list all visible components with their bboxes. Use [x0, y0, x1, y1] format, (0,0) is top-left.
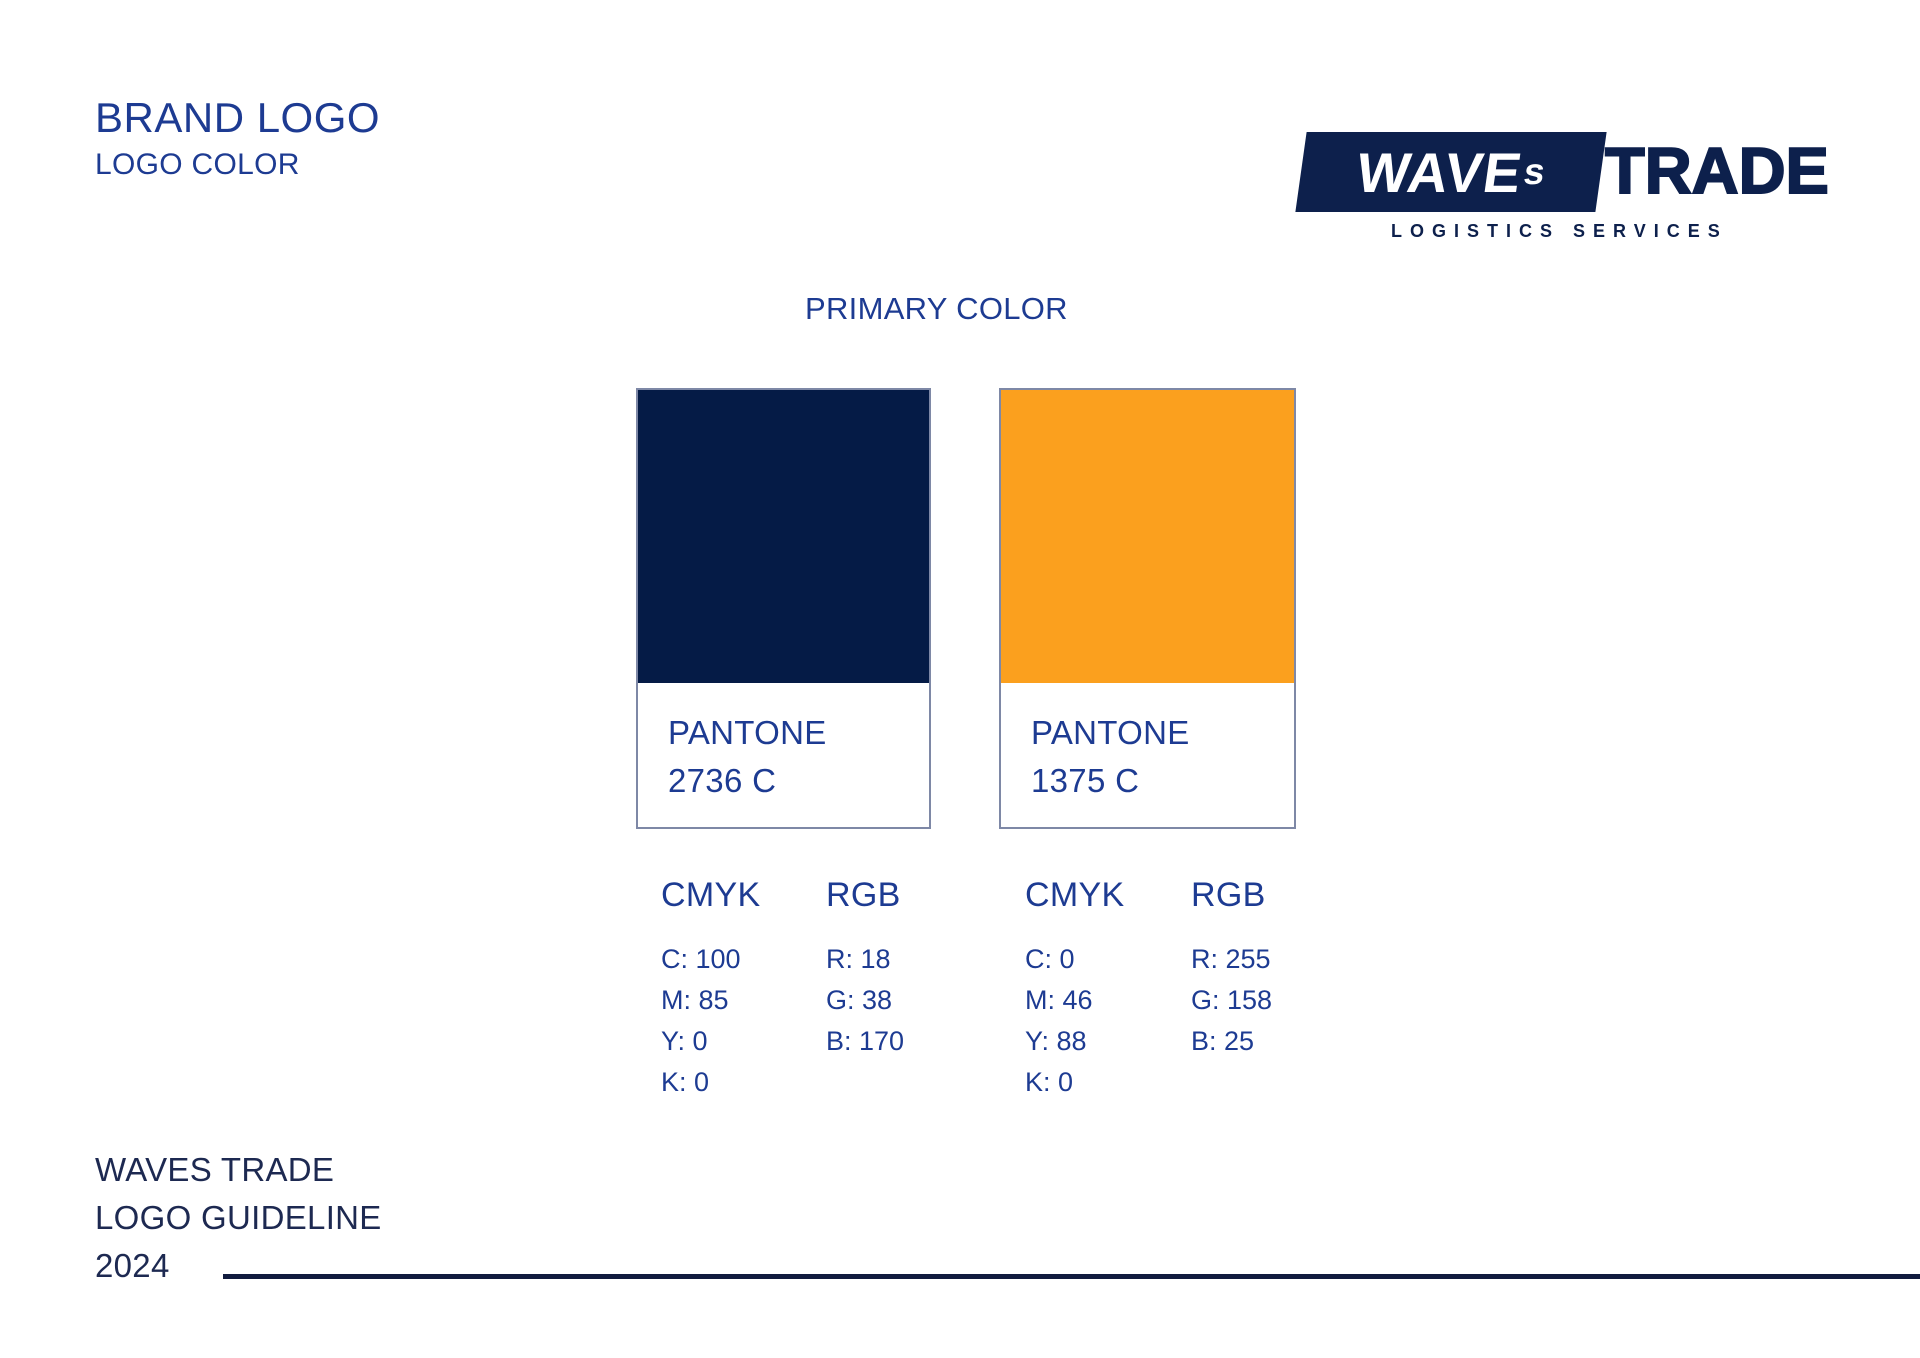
rgb-b-value: B: 25	[1191, 1026, 1255, 1056]
rgb-r-value: R: 18	[826, 944, 891, 974]
page-header: BRAND LOGO LOGO COLOR	[95, 94, 381, 182]
cmyk-k-value: K: 0	[1025, 1067, 1074, 1097]
footer-title-block: WAVES TRADE LOGO GUIDELINE 2024	[95, 1146, 382, 1290]
color-swatch-card-pantone-1375c: PANTONE 1375 C	[999, 388, 1296, 829]
color-swatch-navy	[638, 390, 929, 683]
logo-wordmark-waves: WAVE	[1352, 140, 1527, 204]
pantone-name: PANTONE	[1031, 714, 1190, 751]
cmyk-heading: CMYK	[1025, 876, 1125, 914]
rgb-spec-swatch-1: RGB R: 18 G: 38 B: 170	[826, 876, 904, 1062]
rgb-heading: RGB	[826, 876, 901, 914]
rgb-spec-swatch-2: RGB R: 255 G: 158 B: 25	[1191, 876, 1272, 1062]
footer-rule	[223, 1274, 1920, 1279]
cmyk-c-value: C: 0	[1025, 944, 1075, 974]
pantone-name: PANTONE	[668, 714, 827, 751]
footer-brand-name: WAVES TRADE	[95, 1151, 335, 1188]
color-swatch-card-pantone-2736c: PANTONE 2736 C	[636, 388, 931, 829]
cmyk-spec-swatch-2: CMYK C: 0 M: 46 Y: 88 K: 0	[1025, 876, 1124, 1103]
swatch-label: PANTONE 1375 C	[1001, 683, 1294, 827]
logo-wordmark-trade: TRADE	[1604, 133, 1830, 208]
cmyk-spec-swatch-1: CMYK C: 100 M: 85 Y: 0 K: 0	[661, 876, 760, 1103]
section-title: PRIMARY COLOR	[805, 291, 1068, 326]
rgb-b-value: B: 170	[826, 1026, 905, 1056]
logo-wordmark-s: s	[1521, 151, 1548, 192]
swatch-label: PANTONE 2736 C	[638, 683, 929, 827]
color-swatch-orange	[1001, 390, 1294, 683]
cmyk-y-value: Y: 88	[1025, 1026, 1087, 1056]
page-title: BRAND LOGO	[95, 94, 381, 141]
page-subtitle: LOGO COLOR	[95, 148, 300, 182]
rgb-r-value: R: 255	[1191, 944, 1271, 974]
pantone-code: 2736 C	[668, 761, 777, 799]
rgb-g-value: G: 158	[1191, 985, 1273, 1015]
cmyk-y-value: Y: 0	[661, 1026, 708, 1056]
cmyk-heading: CMYK	[661, 876, 761, 914]
pantone-code: 1375 C	[1031, 761, 1140, 799]
footer-year: 2024	[95, 1247, 170, 1284]
brand-logo: WAVE s TRADE LOGISTICS SERVICES	[1295, 132, 1861, 242]
cmyk-m-value: M: 85	[661, 985, 729, 1015]
cmyk-m-value: M: 46	[1025, 985, 1093, 1015]
rgb-g-value: G: 38	[826, 985, 893, 1015]
logo-wordmark-box: WAVE s	[1295, 132, 1607, 212]
logo-tagline: LOGISTICS SERVICES	[1391, 221, 1728, 241]
logo-wordmark-row: WAVE s TRADE	[1295, 132, 1861, 212]
footer-document-name: LOGO GUIDELINE	[95, 1199, 382, 1236]
cmyk-k-value: K: 0	[661, 1067, 710, 1097]
rgb-heading: RGB	[1191, 876, 1266, 914]
cmyk-c-value: C: 100	[661, 944, 741, 974]
